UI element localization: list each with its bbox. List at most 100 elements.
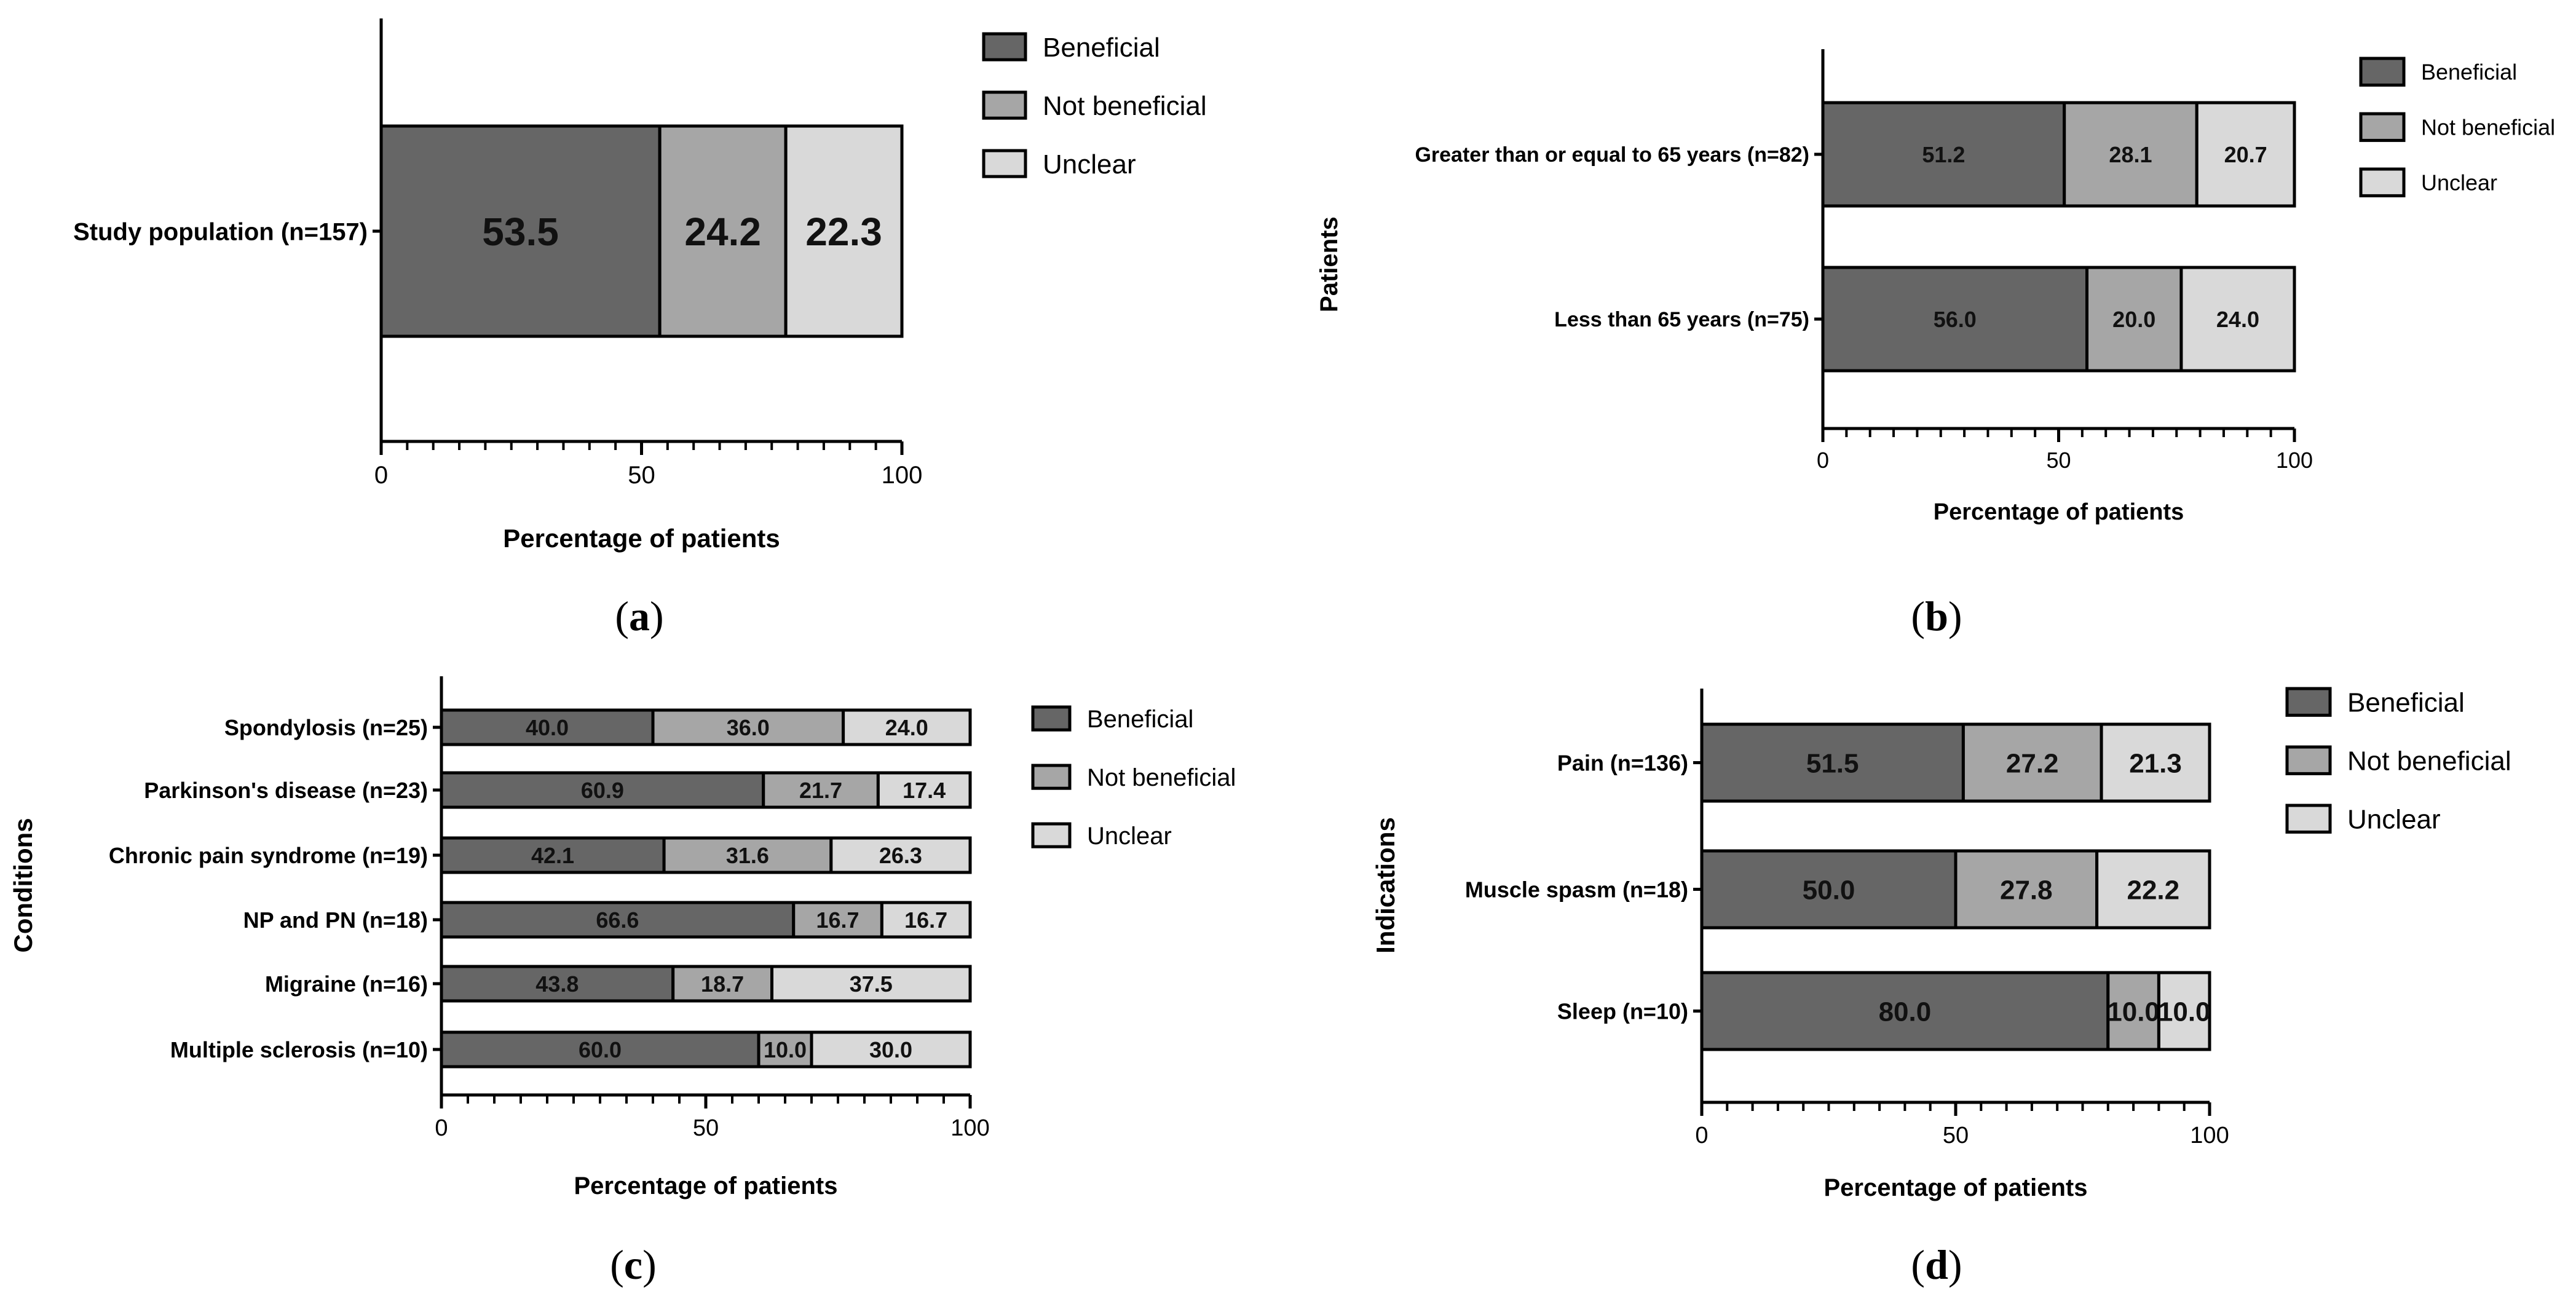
legend-swatch-beneficial bbox=[2359, 57, 2406, 87]
bar-value-label: 22.3 bbox=[805, 210, 882, 254]
bar-value-label: 36.0 bbox=[727, 715, 770, 740]
legend-label: Not beneficial bbox=[1087, 764, 1236, 791]
legend-swatch-unclear bbox=[1031, 822, 1072, 848]
y-axis-title: Patients bbox=[1316, 216, 1343, 312]
legend-swatch-not-beneficial bbox=[2359, 112, 2406, 142]
bar-segment-not-beneficial bbox=[671, 965, 774, 1003]
category-label: Spondylosis (n=25) bbox=[224, 715, 428, 740]
x-axis-title: Percentage of patients bbox=[503, 524, 780, 553]
bar-segment-beneficial bbox=[440, 965, 675, 1003]
category-label: NP and PN (n=18) bbox=[243, 907, 428, 933]
panel-label: (a) bbox=[615, 593, 663, 639]
bar-segment-beneficial bbox=[1700, 722, 1965, 803]
category-label: Multiple sclerosis (n=10) bbox=[170, 1037, 428, 1062]
legend-swatch-unclear bbox=[2359, 167, 2406, 197]
bar-value-label: 42.1 bbox=[531, 843, 574, 868]
x-tick-label: 50 bbox=[628, 462, 655, 489]
bar-segment-beneficial bbox=[1821, 266, 2089, 373]
category-label: Greater than or equal to 65 years (n=82) bbox=[1415, 143, 1809, 167]
bar-value-label: 18.7 bbox=[701, 971, 744, 997]
bar-segment-unclear bbox=[2179, 266, 2296, 373]
bar-segment-not-beneficial bbox=[1961, 722, 2103, 803]
bar-value-label: 16.7 bbox=[904, 907, 947, 933]
legend-label: Unclear bbox=[1043, 149, 1136, 180]
bar-segment-unclear bbox=[784, 124, 904, 338]
x-tick-label: 100 bbox=[2190, 1123, 2229, 1148]
bar-value-label: 28.1 bbox=[2109, 142, 2152, 167]
category-label: Less than 65 years (n=75) bbox=[1554, 308, 1809, 331]
legend-label: Beneficial bbox=[2347, 688, 2465, 718]
bar-value-label: 27.8 bbox=[2000, 875, 2053, 905]
bar-value-label: 43.8 bbox=[535, 971, 579, 997]
bar-value-label: 80.0 bbox=[1879, 997, 1932, 1027]
bar-value-label: 10.0 bbox=[2158, 997, 2211, 1027]
bar-value-label: 40.0 bbox=[526, 715, 569, 740]
bar-value-label: 66.6 bbox=[596, 907, 639, 933]
bar-value-label: 22.2 bbox=[2127, 875, 2179, 905]
bar-segment-unclear bbox=[810, 1030, 972, 1069]
bar-segment-not-beneficial bbox=[2106, 971, 2160, 1051]
bar-value-label: 24.0 bbox=[2216, 307, 2259, 332]
x-tick-label: 0 bbox=[374, 462, 388, 489]
category-label: Sleep (n=10) bbox=[1557, 998, 1688, 1024]
bar-segment-not-beneficial bbox=[651, 708, 845, 746]
bar-value-label: 56.0 bbox=[1934, 307, 1977, 332]
bar-value-label: 21.3 bbox=[2129, 748, 2182, 778]
x-tick-label: 100 bbox=[2276, 448, 2313, 473]
x-axis-title: Percentage of patients bbox=[574, 1172, 837, 1199]
panel-label: (c) bbox=[610, 1241, 657, 1288]
legend-swatch-not-beneficial bbox=[982, 90, 1027, 120]
bar-segment-unclear bbox=[880, 901, 972, 939]
bar-value-label: 60.0 bbox=[579, 1037, 622, 1062]
bar-value-label: 51.5 bbox=[1806, 748, 1859, 778]
panel-label: (d) bbox=[1911, 1241, 1962, 1288]
bar-segment-beneficial bbox=[379, 124, 662, 338]
x-axis-title: Percentage of patients bbox=[1823, 1174, 2087, 1201]
x-tick-label: 100 bbox=[882, 462, 923, 489]
bar-value-label: 17.4 bbox=[903, 778, 946, 803]
bar-segment-unclear bbox=[2100, 722, 2211, 803]
bar-segment-unclear bbox=[842, 708, 972, 746]
legend-swatch-beneficial bbox=[982, 32, 1027, 61]
category-label: Chronic pain syndrome (n=19) bbox=[109, 843, 428, 868]
bar-value-label: 20.7 bbox=[2224, 142, 2267, 167]
legend-swatch-unclear bbox=[2285, 804, 2332, 834]
bar-value-label: 51.2 bbox=[1922, 142, 1965, 167]
bar-segment-not-beneficial bbox=[792, 901, 883, 939]
chart-panel-b: 0 50 100 Percentage of patients Patients Grea… bbox=[1316, 49, 2555, 639]
category-label: Migraine (n=16) bbox=[265, 971, 428, 997]
bar-segment-unclear bbox=[2195, 101, 2296, 208]
chart-panel-a: 0 50 100 Percentage of patients Study popula… bbox=[73, 18, 1207, 639]
x-tick-label: 0 bbox=[1695, 1123, 1708, 1148]
category-label: Muscle spasm (n=18) bbox=[1465, 877, 1688, 902]
bar-segment-beneficial bbox=[1700, 849, 1958, 930]
bar-value-label: 31.6 bbox=[726, 843, 769, 868]
legend-label: Not beneficial bbox=[1043, 91, 1207, 121]
bar-value-label: 16.7 bbox=[816, 907, 859, 933]
bar-value-label: 24.2 bbox=[684, 210, 761, 254]
category-label: Pain (n=136) bbox=[1557, 750, 1688, 775]
bar-value-label: 53.5 bbox=[482, 210, 559, 254]
legend-label: Beneficial bbox=[2421, 60, 2517, 85]
bar-segment-beneficial bbox=[440, 708, 655, 746]
bar-value-label: 24.0 bbox=[885, 715, 928, 740]
category-label: Study population (n=157) bbox=[73, 218, 368, 245]
legend-swatch-unclear bbox=[982, 149, 1027, 178]
bar-segment-unclear bbox=[2157, 971, 2211, 1051]
legend-label: Unclear bbox=[2421, 170, 2497, 196]
bar-value-label: 37.5 bbox=[850, 971, 893, 997]
category-label: Parkinson's disease (n=23) bbox=[144, 778, 428, 803]
legend-swatch-not-beneficial bbox=[1031, 764, 1072, 790]
x-tick-label: 0 bbox=[435, 1115, 448, 1141]
bar-value-label: 30.0 bbox=[869, 1037, 912, 1062]
bar-segment-unclear bbox=[829, 836, 972, 874]
chart-panel-d: 0 50 100 Percentage of patients Indications P… bbox=[1371, 687, 2511, 1288]
legend-label: Unclear bbox=[1087, 823, 1172, 850]
x-tick-label: 50 bbox=[1943, 1123, 1969, 1148]
bar-value-label: 10.0 bbox=[2107, 997, 2160, 1027]
y-axis-title: Conditions bbox=[9, 818, 38, 952]
x-tick-label: 0 bbox=[1817, 448, 1829, 473]
x-tick-label: 50 bbox=[2046, 448, 2071, 473]
bar-value-label: 60.9 bbox=[581, 778, 624, 803]
